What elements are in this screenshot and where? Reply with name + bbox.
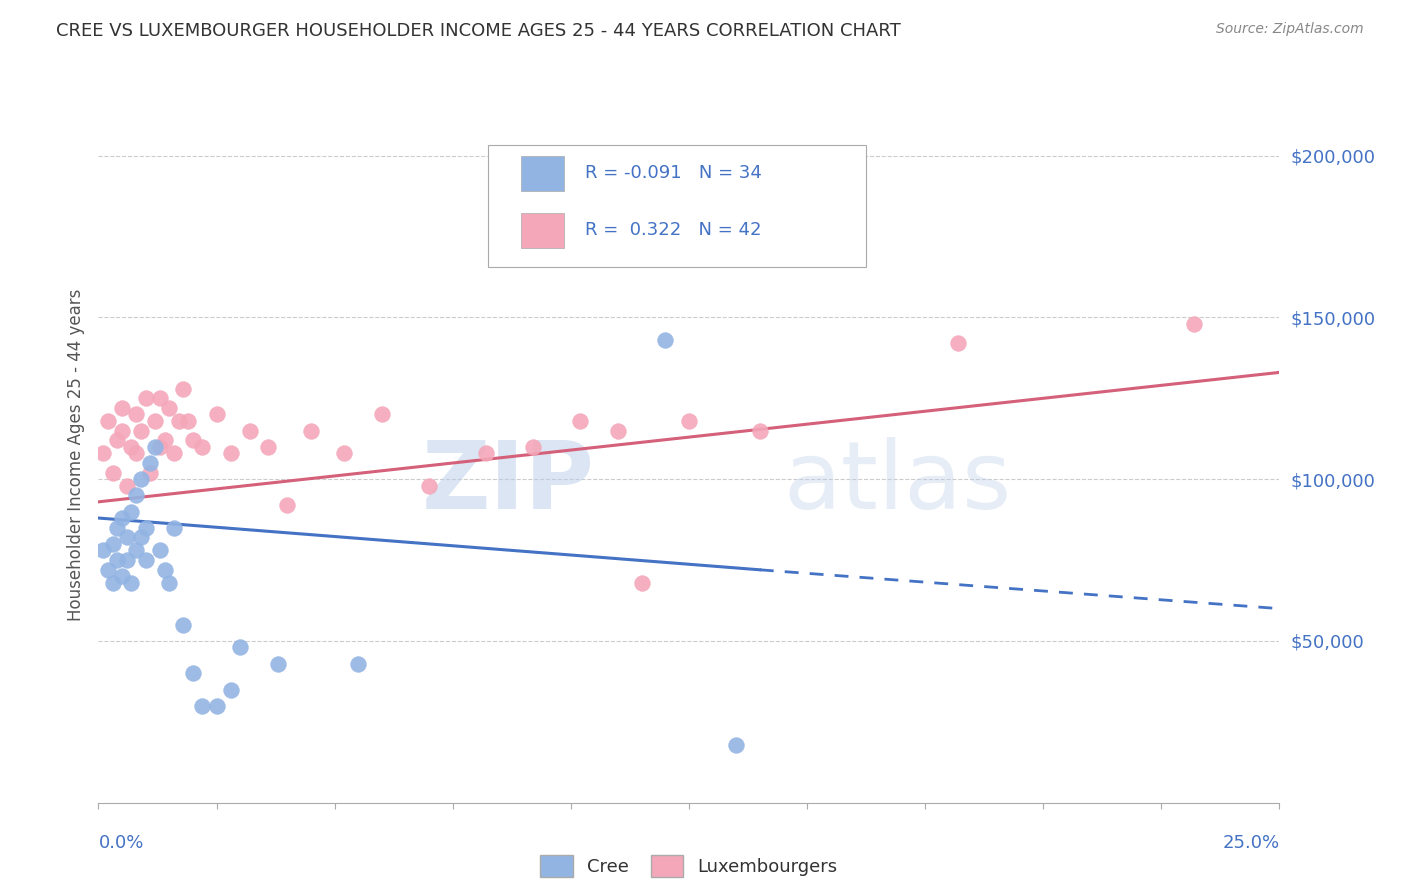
Point — [105, 434, 128, 448]
Text: 0.0%: 0.0% — [98, 834, 143, 852]
Point — [163, 446, 186, 460]
Point — [111, 424, 134, 438]
Text: atlas: atlas — [783, 437, 1012, 529]
Point — [105, 553, 128, 567]
Point — [97, 414, 120, 428]
Point — [229, 640, 252, 655]
Point — [181, 434, 204, 448]
Point — [748, 424, 770, 438]
Point — [115, 531, 138, 545]
Point — [181, 666, 204, 681]
Point — [177, 414, 200, 428]
Point — [347, 657, 370, 671]
Point — [115, 553, 138, 567]
Point — [105, 521, 128, 535]
Point — [97, 563, 120, 577]
Point — [276, 498, 298, 512]
Point — [418, 478, 440, 492]
Y-axis label: Householder Income Ages 25 - 44 years: Householder Income Ages 25 - 44 years — [66, 289, 84, 621]
Point — [129, 424, 152, 438]
Text: R = -0.091   N = 34: R = -0.091 N = 34 — [585, 164, 762, 182]
FancyBboxPatch shape — [488, 145, 866, 267]
Point — [569, 414, 592, 428]
Point — [139, 456, 162, 470]
Point — [163, 521, 186, 535]
Point — [607, 424, 630, 438]
Point — [157, 575, 180, 590]
Point — [111, 401, 134, 415]
Point — [153, 563, 176, 577]
Point — [191, 440, 214, 454]
Point — [654, 333, 676, 347]
Point — [101, 537, 124, 551]
Point — [522, 440, 544, 454]
Point — [172, 382, 194, 396]
Point — [101, 575, 124, 590]
Point — [135, 392, 157, 406]
Point — [111, 511, 134, 525]
Bar — [522, 213, 564, 248]
Point — [239, 424, 262, 438]
Point — [149, 392, 172, 406]
Text: Source: ZipAtlas.com: Source: ZipAtlas.com — [1216, 22, 1364, 37]
Point — [630, 575, 652, 590]
Point — [91, 543, 114, 558]
Text: R =  0.322   N = 42: R = 0.322 N = 42 — [585, 221, 762, 239]
Text: CREE VS LUXEMBOURGER HOUSEHOLDER INCOME AGES 25 - 44 YEARS CORRELATION CHART: CREE VS LUXEMBOURGER HOUSEHOLDER INCOME … — [56, 22, 901, 40]
Point — [948, 336, 970, 351]
Point — [135, 521, 157, 535]
Point — [299, 424, 322, 438]
Point — [172, 617, 194, 632]
Point — [257, 440, 280, 454]
Point — [678, 414, 700, 428]
Point — [115, 478, 138, 492]
Point — [143, 414, 166, 428]
Point — [267, 657, 290, 671]
Point — [121, 504, 143, 518]
Point — [1184, 317, 1206, 331]
Text: ZIP: ZIP — [422, 437, 595, 529]
Point — [157, 401, 180, 415]
Point — [125, 446, 148, 460]
Point — [219, 446, 242, 460]
Point — [125, 543, 148, 558]
Point — [219, 682, 242, 697]
Text: 25.0%: 25.0% — [1222, 834, 1279, 852]
Point — [121, 575, 143, 590]
Point — [149, 440, 172, 454]
Point — [333, 446, 356, 460]
Point — [475, 446, 498, 460]
Point — [725, 738, 748, 752]
Point — [135, 553, 157, 567]
Point — [153, 434, 176, 448]
Point — [91, 446, 114, 460]
Point — [129, 472, 152, 486]
Point — [371, 408, 394, 422]
Point — [125, 408, 148, 422]
Point — [139, 466, 162, 480]
Point — [149, 543, 172, 558]
Legend: Cree, Luxembourgers: Cree, Luxembourgers — [533, 847, 845, 884]
Point — [125, 488, 148, 502]
Point — [143, 440, 166, 454]
Point — [205, 408, 228, 422]
Point — [129, 531, 152, 545]
Point — [101, 466, 124, 480]
Point — [191, 698, 214, 713]
Point — [167, 414, 190, 428]
Bar — [522, 156, 564, 191]
Point — [205, 698, 228, 713]
Point — [111, 569, 134, 583]
Point — [121, 440, 143, 454]
